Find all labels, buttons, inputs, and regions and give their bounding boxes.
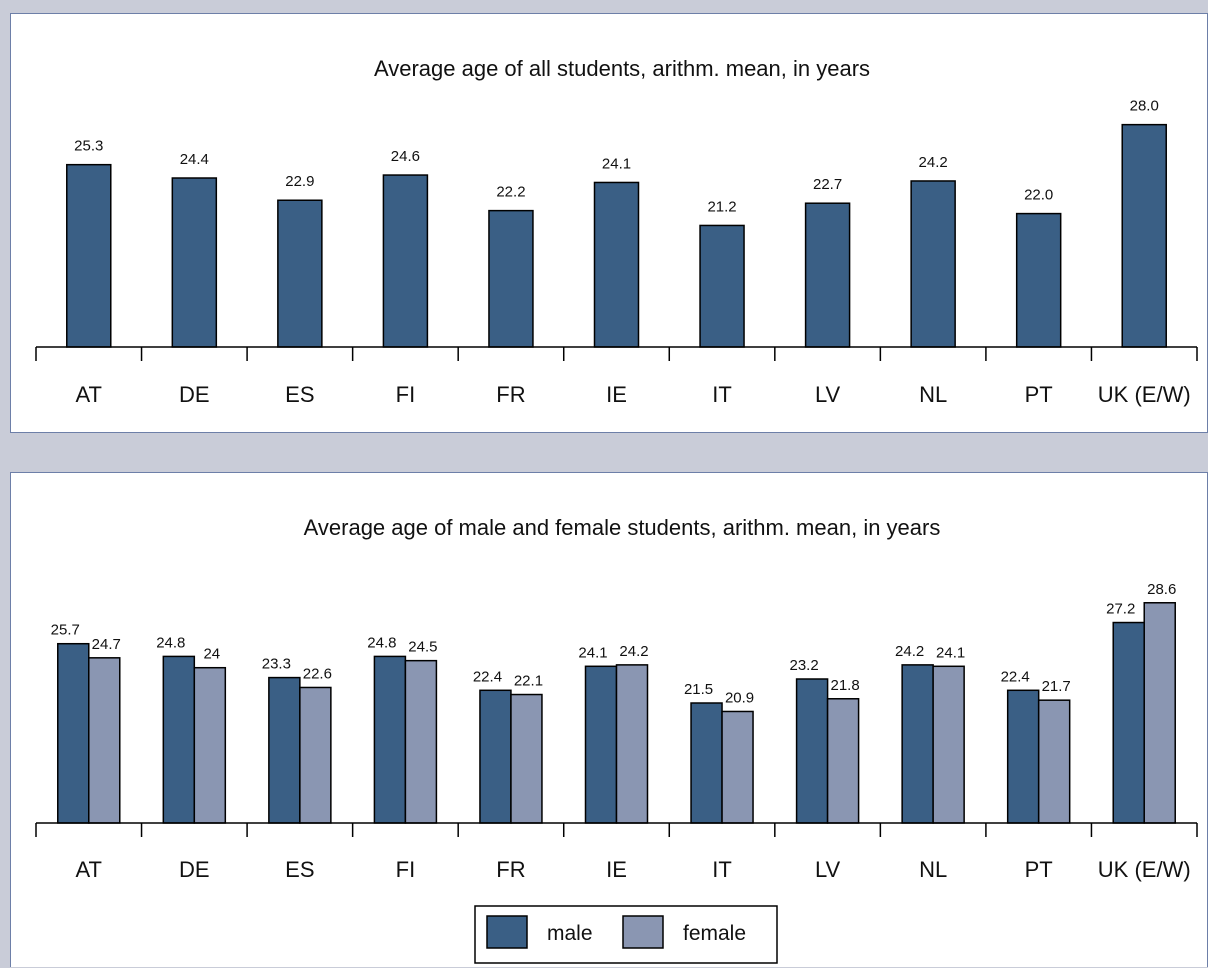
bar-fi-value [382, 174, 429, 348]
tick-label-fr: FR [496, 857, 525, 882]
bar-de-male [162, 655, 196, 824]
data-label-ie-female: 24.2 [619, 643, 648, 660]
chart-all-students: Average age of all students, arithm. mea… [35, 56, 1198, 407]
tick-label-it: IT [712, 857, 732, 882]
data-label-lv-female: 21.8 [830, 677, 859, 694]
data-label-nl-value: 24.2 [919, 154, 948, 171]
tick-label-at: AT [76, 857, 102, 882]
data-label-ie-value: 24.1 [602, 155, 631, 172]
bar-pt-value [1015, 212, 1062, 348]
tick-label-at: AT [76, 382, 102, 407]
bar-ie-male [584, 665, 618, 824]
bar-fr-female [510, 693, 543, 824]
chart-panel-male-female: Average age of male and female students,… [10, 472, 1208, 967]
bar-fr-value [488, 209, 534, 348]
bar-uk-e-w-value [1121, 123, 1167, 348]
chart-title: Average age of male and female students,… [304, 515, 941, 540]
tick-label-es: ES [285, 382, 314, 407]
tick-label-uk-e-w: UK (E/W) [1098, 382, 1191, 407]
data-label-uk-e-w-female: 28.6 [1147, 581, 1176, 598]
bar-it-value [699, 224, 745, 348]
tick-label-es: ES [285, 857, 314, 882]
tick-label-pt: PT [1025, 857, 1053, 882]
bar-es-value [277, 199, 323, 348]
bar-fi-female [404, 659, 438, 824]
bar-ie-value [593, 181, 640, 348]
tick-label-lv: LV [815, 382, 841, 407]
bar-lv-value [804, 202, 851, 348]
data-label-fr-female: 22.1 [514, 673, 543, 690]
bar-pt-male [1006, 689, 1040, 824]
data-label-at-male: 25.7 [51, 622, 80, 639]
bar-fi-male [373, 655, 407, 824]
tick-label-pt: PT [1025, 382, 1053, 407]
tick-label-nl: NL [919, 382, 947, 407]
chart-title: Average age of all students, arithm. mea… [374, 56, 870, 81]
chart-male-female: Average age of male and female students,… [35, 515, 1198, 964]
data-label-it-value: 21.2 [707, 198, 736, 215]
data-label-at-value: 25.3 [74, 138, 103, 155]
bar-nl-male [901, 664, 934, 824]
data-label-ie-male: 24.1 [578, 644, 607, 661]
bar-ie-female [615, 664, 649, 824]
tick-label-fr: FR [496, 382, 525, 407]
data-label-fi-male: 24.8 [367, 634, 396, 651]
bar-pt-female [1037, 699, 1071, 824]
bar-uk-e-w-female [1143, 602, 1176, 824]
data-label-nl-female: 24.1 [936, 644, 965, 661]
tick-label-de: DE [179, 382, 210, 407]
bar-nl-female [932, 665, 965, 824]
bar-at-value [66, 163, 112, 348]
tick-label-uk-e-w: UK (E/W) [1098, 857, 1191, 882]
bar-de-female [193, 666, 227, 824]
tick-label-lv: LV [815, 857, 841, 882]
data-label-fi-value: 24.6 [391, 148, 420, 165]
tick-label-de: DE [179, 857, 210, 882]
data-label-pt-male: 22.4 [1001, 668, 1030, 685]
data-label-uk-e-w-value: 28.0 [1130, 98, 1159, 115]
data-label-es-value: 22.9 [285, 173, 314, 190]
legend-label-male: male [547, 922, 593, 945]
bar-es-male [268, 676, 301, 824]
data-label-pt-value: 22.0 [1024, 187, 1053, 204]
bar-es-female [299, 686, 332, 824]
bar-de-value [171, 177, 218, 348]
tick-label-fi: FI [396, 382, 416, 407]
bar-nl-value [910, 180, 956, 348]
data-label-lv-male: 23.2 [789, 657, 818, 674]
data-label-nl-male: 24.2 [895, 643, 924, 660]
data-label-fi-female: 24.5 [408, 639, 437, 656]
bar-uk-e-w-male [1112, 621, 1145, 824]
data-label-lv-value: 22.7 [813, 176, 842, 193]
data-label-it-male: 21.5 [684, 681, 713, 698]
tick-label-nl: NL [919, 857, 947, 882]
bar-at-female [88, 657, 121, 824]
data-label-pt-female: 21.7 [1042, 678, 1071, 695]
chart-panel-all-students: Average age of all students, arithm. mea… [10, 13, 1208, 433]
data-label-fr-value: 22.2 [496, 184, 525, 201]
tick-label-ie: IE [606, 382, 627, 407]
bar-at-male [57, 642, 90, 824]
bar-it-female [721, 710, 754, 824]
legend-swatch-female [622, 915, 664, 949]
data-label-at-female: 24.7 [92, 636, 121, 653]
bar-lv-female [826, 698, 860, 824]
data-label-uk-e-w-male: 27.2 [1106, 601, 1135, 618]
data-label-es-male: 23.3 [262, 656, 291, 673]
tick-label-fi: FI [396, 857, 416, 882]
data-label-de-female: 24 [203, 646, 220, 663]
tick-label-it: IT [712, 382, 732, 407]
data-label-de-male: 24.8 [156, 634, 185, 651]
data-label-es-female: 22.6 [303, 665, 332, 682]
data-label-it-female: 20.9 [725, 689, 754, 706]
bar-it-male [690, 702, 723, 824]
legend-swatch-male [486, 915, 528, 949]
data-label-fr-male: 22.4 [473, 668, 502, 685]
bar-fr-male [479, 689, 512, 824]
legend-label-female: female [683, 922, 746, 945]
bar-lv-male [795, 678, 829, 824]
data-label-de-value: 24.4 [180, 151, 209, 168]
tick-label-ie: IE [606, 857, 627, 882]
